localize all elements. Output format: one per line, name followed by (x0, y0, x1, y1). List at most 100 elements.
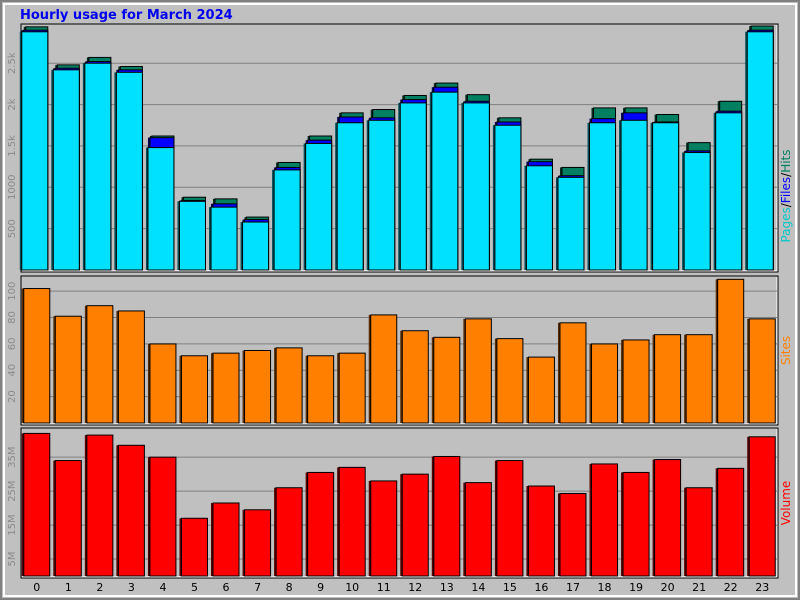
x-tick-label: 17 (566, 581, 580, 594)
bar-edge-volume (652, 459, 655, 576)
x-tick-label: 4 (159, 581, 166, 594)
bar-volume-hour-18 (591, 463, 619, 577)
bar-edge-volume (116, 445, 119, 576)
bar-edge-volume (747, 436, 750, 576)
x-tick-label: 1 (65, 581, 72, 594)
bar-edge-sites (84, 305, 87, 423)
bar-edge-volume (337, 467, 340, 576)
bar-volume-hour-12 (401, 473, 429, 577)
bar-pages-hour-8 (273, 169, 301, 271)
bar-edge-pages (745, 31, 748, 271)
bar-edge-pages (461, 102, 464, 271)
bar-pages-hour-20 (652, 122, 680, 271)
x-tick-label: 6 (223, 581, 230, 594)
bar-edge-sites (368, 314, 371, 423)
bar-sites-hour-17 (559, 322, 587, 424)
bar-edge-pages (82, 63, 85, 271)
bar-sites-hour-6 (212, 352, 240, 424)
bar-edge-sites (747, 318, 750, 423)
plot-area-bottom (20, 427, 779, 579)
bar-edge-pages (619, 120, 622, 270)
bar-edge-volume (179, 518, 182, 576)
bar-volume-hour-4 (149, 456, 177, 577)
bar-pages-hour-13 (431, 91, 459, 271)
y-tick-label-bottom: 15M (7, 514, 18, 535)
bar-sites-hour-1 (54, 315, 82, 424)
bar-edge-pages (19, 31, 22, 271)
plot-area-middle (20, 275, 779, 426)
bar-edge-volume (53, 460, 56, 576)
bar-edge-volume (557, 493, 560, 576)
y-tick-label-top: 1000 (7, 175, 18, 200)
bar-volume-hour-14 (464, 482, 492, 577)
bar-edge-pages (492, 125, 495, 270)
bar-edge-sites (621, 339, 624, 423)
bar-edge-volume (242, 509, 245, 576)
bar-volume-hour-22 (717, 467, 745, 577)
bar-sites-hour-18 (591, 343, 619, 424)
bar-edge-volume (274, 487, 277, 576)
bar-volume-hour-10 (338, 466, 366, 577)
bar-sites-hour-2 (86, 305, 114, 424)
bar-volume-hour-2 (86, 434, 114, 577)
bar-edge-volume (494, 460, 497, 576)
bar-edge-volume (526, 486, 529, 576)
bar-pages-hour-22 (715, 112, 743, 271)
bar-edge-sites (589, 343, 592, 423)
bar-edge-volume (211, 503, 214, 576)
bar-pages-hour-16 (525, 165, 553, 271)
bar-pages-hour-23 (746, 31, 774, 271)
bar-edge-pages (650, 122, 653, 270)
bar-pages-hour-7 (242, 221, 270, 271)
y-axis-label-part: Pages (779, 207, 793, 242)
y-tick-label-middle: 80 (7, 311, 18, 324)
bar-pages-hour-19 (620, 119, 648, 271)
x-tick-label: 2 (96, 581, 103, 594)
bar-edge-pages (587, 122, 590, 270)
x-tick-label: 5 (191, 581, 198, 594)
panel-middle: 20 40 60 80 100 Sites (7, 275, 793, 426)
bar-pages-hour-17 (557, 176, 585, 271)
bar-edge-pages (145, 147, 148, 270)
x-tick-label: 18 (598, 581, 612, 594)
bar-volume-hour-13 (433, 455, 461, 577)
bar-sites-hour-22 (717, 278, 745, 424)
bar-volume-hour-8 (275, 487, 303, 577)
bar-sites-hour-10 (338, 352, 366, 424)
bar-edge-pages (272, 169, 275, 270)
x-tick-label: 19 (629, 581, 643, 594)
y-tick-label-middle: 40 (7, 364, 18, 377)
bar-edge-sites (53, 316, 56, 423)
y-axis-label-part: Volume (779, 481, 793, 526)
chart-title: Hourly usage for March 2024 (20, 8, 233, 23)
y-tick-label-bottom: 25M (7, 480, 18, 501)
bar-edge-sites (557, 322, 560, 423)
bar-edge-sites (116, 310, 119, 423)
bar-volume-hour-20 (654, 459, 682, 577)
bar-pages-hour-4 (147, 147, 175, 271)
bar-edge-pages (682, 152, 685, 270)
y-tick-label-middle: 100 (7, 282, 18, 301)
bar-pages-hour-1 (52, 69, 80, 271)
bar-volume-hour-5 (180, 517, 208, 577)
bar-edge-pages (240, 222, 243, 270)
bar-edge-pages (429, 92, 432, 270)
bar-edge-volume (368, 480, 371, 576)
y-axis-label-bottom: Volume (779, 481, 793, 526)
bar-sites-hour-5 (180, 355, 208, 424)
bar-sites-hour-7 (244, 350, 272, 424)
bar-volume-hour-17 (559, 492, 587, 577)
bar-edge-volume (431, 456, 434, 576)
bar-pages-hour-10 (336, 122, 364, 271)
x-tick-label: 10 (345, 581, 359, 594)
bar-volume-hour-3 (117, 444, 145, 577)
y-tick-label-middle: 20 (7, 390, 18, 403)
bar-edge-sites (526, 357, 529, 423)
bar-volume-hour-0 (23, 432, 51, 577)
bar-pages-hour-0 (21, 31, 49, 271)
bar-edge-pages (524, 165, 527, 270)
bar-volume-hour-15 (496, 460, 524, 577)
bar-edge-volume (84, 435, 87, 576)
